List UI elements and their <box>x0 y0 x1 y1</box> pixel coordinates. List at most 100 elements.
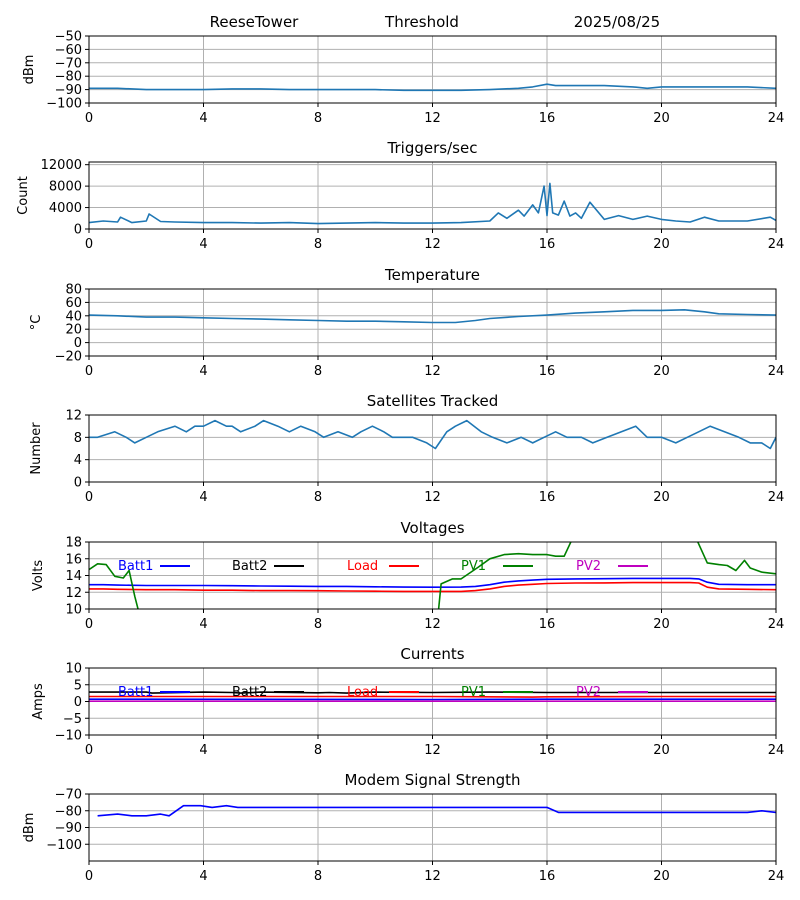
y-tick-label: 12 <box>65 586 82 601</box>
y-tick-label: −10 <box>55 729 82 744</box>
x-tick-label: 0 <box>85 490 93 505</box>
y-tick-label: 14 <box>65 569 82 584</box>
x-tick-label: 8 <box>314 490 322 505</box>
legend-label: Load <box>347 559 378 574</box>
x-tick-label: 24 <box>768 617 785 632</box>
y-tick-label: −100 <box>46 97 82 112</box>
series-group <box>89 83 776 92</box>
y-axis-label: Count <box>16 176 31 215</box>
x-tick-label: 16 <box>539 869 556 884</box>
panel-title: Satellites Tracked <box>367 392 498 410</box>
panel-5: 0 4 8 12 16 20 24 −10 −5 0 510 Currents Amps Batt1 Bat… <box>31 645 784 758</box>
panel-title: Currents <box>400 645 464 663</box>
series-line <box>89 308 776 324</box>
panel-6: 0 4 8 12 16 20 24 −100 −90 −80−70 Modem Signal Str… <box>22 771 784 884</box>
x-tick-label: 16 <box>539 490 556 505</box>
series-group <box>89 542 776 609</box>
x-tick-label: 8 <box>314 617 322 632</box>
legend-label: PV2 <box>576 559 601 574</box>
x-tick-label: 12 <box>424 364 441 379</box>
legend-label: Batt1 <box>118 685 153 700</box>
series-line-pv1 <box>437 542 572 609</box>
x-tick-label: 24 <box>768 490 785 505</box>
x-tick-label: 24 <box>768 869 785 884</box>
y-tick-label: −100 <box>46 838 82 853</box>
y-tick-label: 0 <box>74 223 82 238</box>
y-tick-label: 40 <box>65 309 82 324</box>
y-tick-label: 12 <box>65 409 82 424</box>
x-tick-label: 24 <box>768 364 785 379</box>
y-tick-label: −80 <box>55 804 82 819</box>
y-tick-label: −70 <box>55 56 82 71</box>
series-line-load <box>89 581 776 593</box>
series-line <box>89 419 776 450</box>
panel-3: 0 4 8 12 16 20 24 0 4 8 12 Satellites Tracked Number <box>29 392 784 505</box>
y-axis-label: Amps <box>31 683 46 720</box>
series-group <box>89 182 776 225</box>
y-tick-label: 80 <box>65 283 82 298</box>
panel-title: Triggers/sec <box>387 139 478 157</box>
y-tick-label: 10 <box>65 603 82 618</box>
x-tick-label: 20 <box>653 237 670 252</box>
y-tick-label: 8000 <box>49 180 82 195</box>
y-axis-label: dBm <box>22 813 37 843</box>
x-tick-label: 20 <box>653 111 670 126</box>
x-tick-label: 16 <box>539 743 556 758</box>
y-tick-label: −20 <box>55 350 82 365</box>
x-tick-label: 0 <box>85 869 93 884</box>
x-tick-label: 20 <box>653 869 670 884</box>
y-tick-label: −90 <box>55 83 82 98</box>
y-tick-label: −70 <box>55 788 82 803</box>
y-tick-label: −5 <box>63 712 82 727</box>
x-tick-label: 12 <box>424 237 441 252</box>
y-tick-label: 18 <box>65 536 82 551</box>
legend-label: Batt2 <box>232 559 267 574</box>
x-tick-label: 4 <box>199 364 207 379</box>
panel-1: 0 4 8 12 16 20 24 0 4000 8000 12000 Triggers/sec Cou… <box>16 139 784 252</box>
x-tick-label: 24 <box>768 111 785 126</box>
y-axis-label: dBm <box>22 55 37 85</box>
x-tick-label: 4 <box>199 743 207 758</box>
y-tick-label: −90 <box>55 821 82 836</box>
legend-label: Batt2 <box>232 685 267 700</box>
x-tick-label: 4 <box>199 490 207 505</box>
legend-item: Batt1 <box>118 559 190 574</box>
x-tick-label: 0 <box>85 617 93 632</box>
y-tick-label: 5 <box>74 678 82 693</box>
legend-item: PV2 <box>576 685 648 700</box>
x-tick-label: 4 <box>199 869 207 884</box>
panel-0: 0 4 8 12 16 20 24 −100−90−80−70−60−50 dBm <box>22 30 784 127</box>
y-tick-label: 4000 <box>49 201 82 216</box>
x-tick-label: 20 <box>653 743 670 758</box>
x-tick-label: 8 <box>314 869 322 884</box>
legend-label: PV2 <box>576 685 601 700</box>
legend-label: Batt1 <box>118 559 153 574</box>
x-tick-label: 0 <box>85 237 93 252</box>
y-tick-label: 60 <box>65 296 82 311</box>
y-tick-label: 12000 <box>41 158 82 173</box>
series-group <box>89 308 776 324</box>
x-tick-label: 12 <box>424 617 441 632</box>
y-tick-label: 20 <box>65 323 82 338</box>
x-tick-label: 0 <box>85 111 93 126</box>
y-tick-label: 16 <box>65 552 82 567</box>
y-tick-label: −80 <box>55 70 82 85</box>
x-tick-label: 20 <box>653 490 670 505</box>
x-tick-label: 12 <box>424 869 441 884</box>
x-tick-label: 8 <box>314 743 322 758</box>
series-line-batt2 <box>89 691 776 694</box>
series-line <box>97 804 776 817</box>
y-tick-label: 4 <box>74 453 82 468</box>
series-group <box>97 804 776 817</box>
x-tick-label: 24 <box>768 743 785 758</box>
date-title: 2025/08/25 <box>574 13 660 31</box>
panel-title: Voltages <box>400 519 464 537</box>
x-tick-label: 12 <box>424 111 441 126</box>
legend-label: PV1 <box>461 685 486 700</box>
series-line <box>89 83 776 92</box>
legend-item: Batt1 <box>118 685 190 700</box>
x-tick-label: 16 <box>539 111 556 126</box>
